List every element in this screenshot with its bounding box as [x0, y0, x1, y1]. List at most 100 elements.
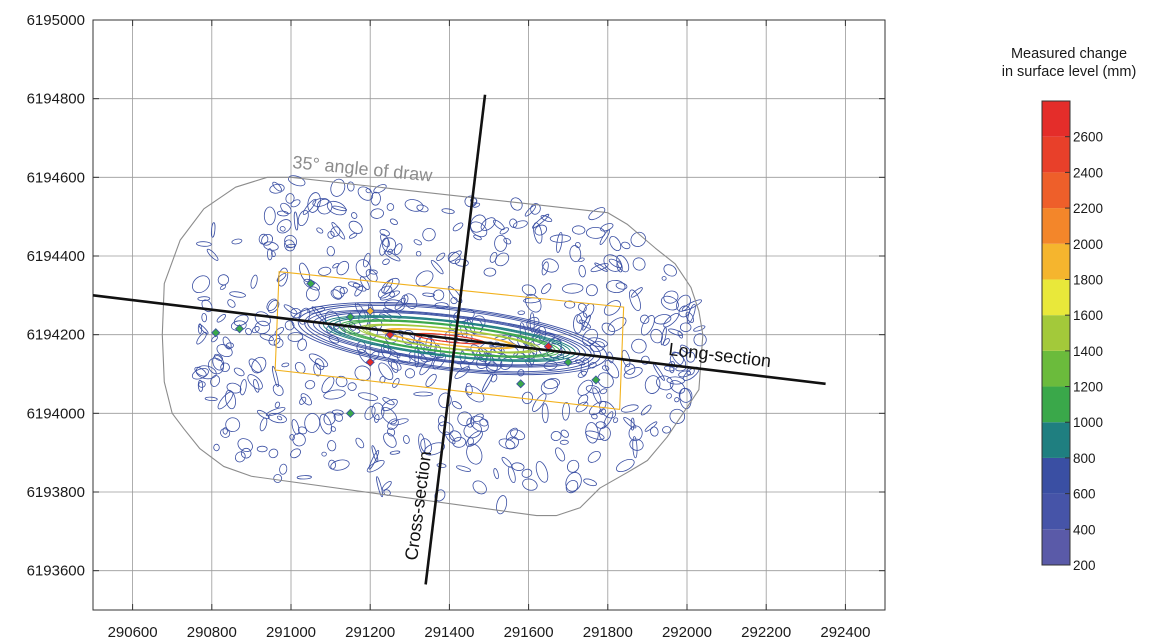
legend-label: 200 — [1073, 558, 1096, 573]
contour-speckle — [330, 426, 336, 432]
contour-speckle — [308, 353, 329, 368]
contour-speckle — [616, 254, 630, 273]
contour-speckle — [503, 237, 512, 245]
contour-speckle — [416, 204, 429, 213]
contour-speckle — [517, 310, 526, 315]
legend-label: 2200 — [1073, 201, 1103, 216]
contour-speckle — [531, 213, 550, 229]
legend-label: 1800 — [1073, 272, 1103, 287]
contour-speckle — [393, 243, 403, 255]
contour-speckle — [368, 450, 380, 470]
legend-label: 1400 — [1073, 344, 1103, 359]
x-tick-label: 291800 — [583, 624, 633, 641]
contour-speckle — [676, 294, 691, 312]
contour-speckle — [332, 205, 348, 212]
contour-speckle — [330, 289, 342, 300]
contour-speckle — [347, 181, 355, 192]
contour-speckle — [582, 328, 598, 347]
contour-speckle — [318, 266, 332, 276]
contour-marker — [211, 328, 221, 338]
contour-speckle — [640, 404, 652, 416]
contour-speckle — [390, 360, 399, 373]
contour-speckle — [293, 211, 299, 231]
legend-label: 600 — [1073, 487, 1096, 502]
contour-speckle — [287, 332, 304, 342]
contour-speckle — [587, 337, 608, 348]
legend-label: 2400 — [1073, 165, 1103, 180]
legend-swatch — [1042, 386, 1070, 423]
contour-speckle — [392, 377, 400, 388]
contour-speckle — [585, 385, 601, 394]
legend-swatch — [1042, 101, 1070, 137]
contour-speckle — [336, 260, 350, 276]
contour-speckle — [436, 252, 446, 261]
legend-label: 1000 — [1073, 415, 1103, 430]
contour-speckle — [663, 312, 679, 328]
contour-speckle — [400, 294, 409, 305]
contour-speckle — [588, 207, 606, 221]
contour-speckle — [509, 218, 518, 228]
contour-speckle — [575, 401, 589, 413]
contour-speckle — [251, 356, 267, 374]
contour-speckle — [389, 218, 398, 226]
contour-speckle — [259, 333, 274, 342]
contour-speckle — [198, 381, 206, 388]
contour-speckle — [206, 248, 219, 261]
contour-speckle — [383, 432, 397, 448]
contour-speckle — [335, 375, 348, 388]
contour-speckle — [467, 437, 474, 446]
contour-speckle — [296, 475, 312, 480]
x-tick-label: 291200 — [345, 624, 395, 641]
contour-speckle — [607, 317, 627, 332]
contour-speckle — [572, 225, 586, 235]
contour-speckle — [284, 320, 295, 331]
contour-speckle — [225, 342, 234, 349]
legend-label: 2600 — [1073, 130, 1103, 145]
contour-speckle — [382, 258, 390, 265]
contour-marker — [591, 375, 601, 385]
x-tick-label: 290800 — [187, 624, 237, 641]
contour-speckle — [327, 440, 337, 452]
contour-speckle — [644, 375, 661, 394]
contour-speckle — [365, 269, 378, 282]
contour-speckle — [418, 433, 426, 455]
contour-speckle — [604, 359, 620, 379]
contour-speckle — [197, 323, 203, 334]
contour-speckle — [197, 379, 204, 392]
contour-speckle — [493, 219, 505, 231]
contour-speckle — [579, 319, 592, 329]
y-tick-label: 6195000 — [27, 12, 85, 29]
contour-speckle — [534, 224, 548, 236]
contour-speckle — [253, 378, 260, 393]
cross-section-line — [424, 94, 487, 585]
contour-speckle — [454, 258, 469, 267]
contour-speckle — [222, 336, 232, 350]
contour-speckle — [599, 388, 608, 395]
contour-speckle — [448, 250, 462, 262]
contour-speckle — [466, 417, 475, 428]
contour-speckle — [214, 353, 223, 361]
contour-speckle — [662, 426, 672, 434]
contour-speckle — [452, 436, 467, 448]
y-tick-label: 6194400 — [27, 248, 85, 265]
contour-speckle — [594, 262, 608, 272]
contour-speckle — [263, 206, 276, 226]
contour-speckle — [656, 375, 674, 391]
contour-speckle — [363, 252, 371, 268]
contour-speckle — [389, 291, 395, 298]
contour-speckle — [267, 299, 280, 314]
contour-speckle — [326, 200, 347, 216]
contour-speckle — [347, 281, 361, 288]
legend-label: 800 — [1073, 451, 1096, 466]
contour-speckle — [268, 448, 279, 459]
contour-speckle — [580, 357, 590, 376]
contour-speckle — [623, 417, 637, 429]
contour-speckle — [444, 431, 456, 445]
legend-swatch — [1042, 172, 1070, 209]
contour-speckle — [615, 458, 635, 473]
contour-speckle — [653, 314, 672, 325]
contour-marker — [234, 324, 245, 334]
contour-speckle — [404, 199, 424, 212]
contour-speckle — [355, 437, 365, 449]
